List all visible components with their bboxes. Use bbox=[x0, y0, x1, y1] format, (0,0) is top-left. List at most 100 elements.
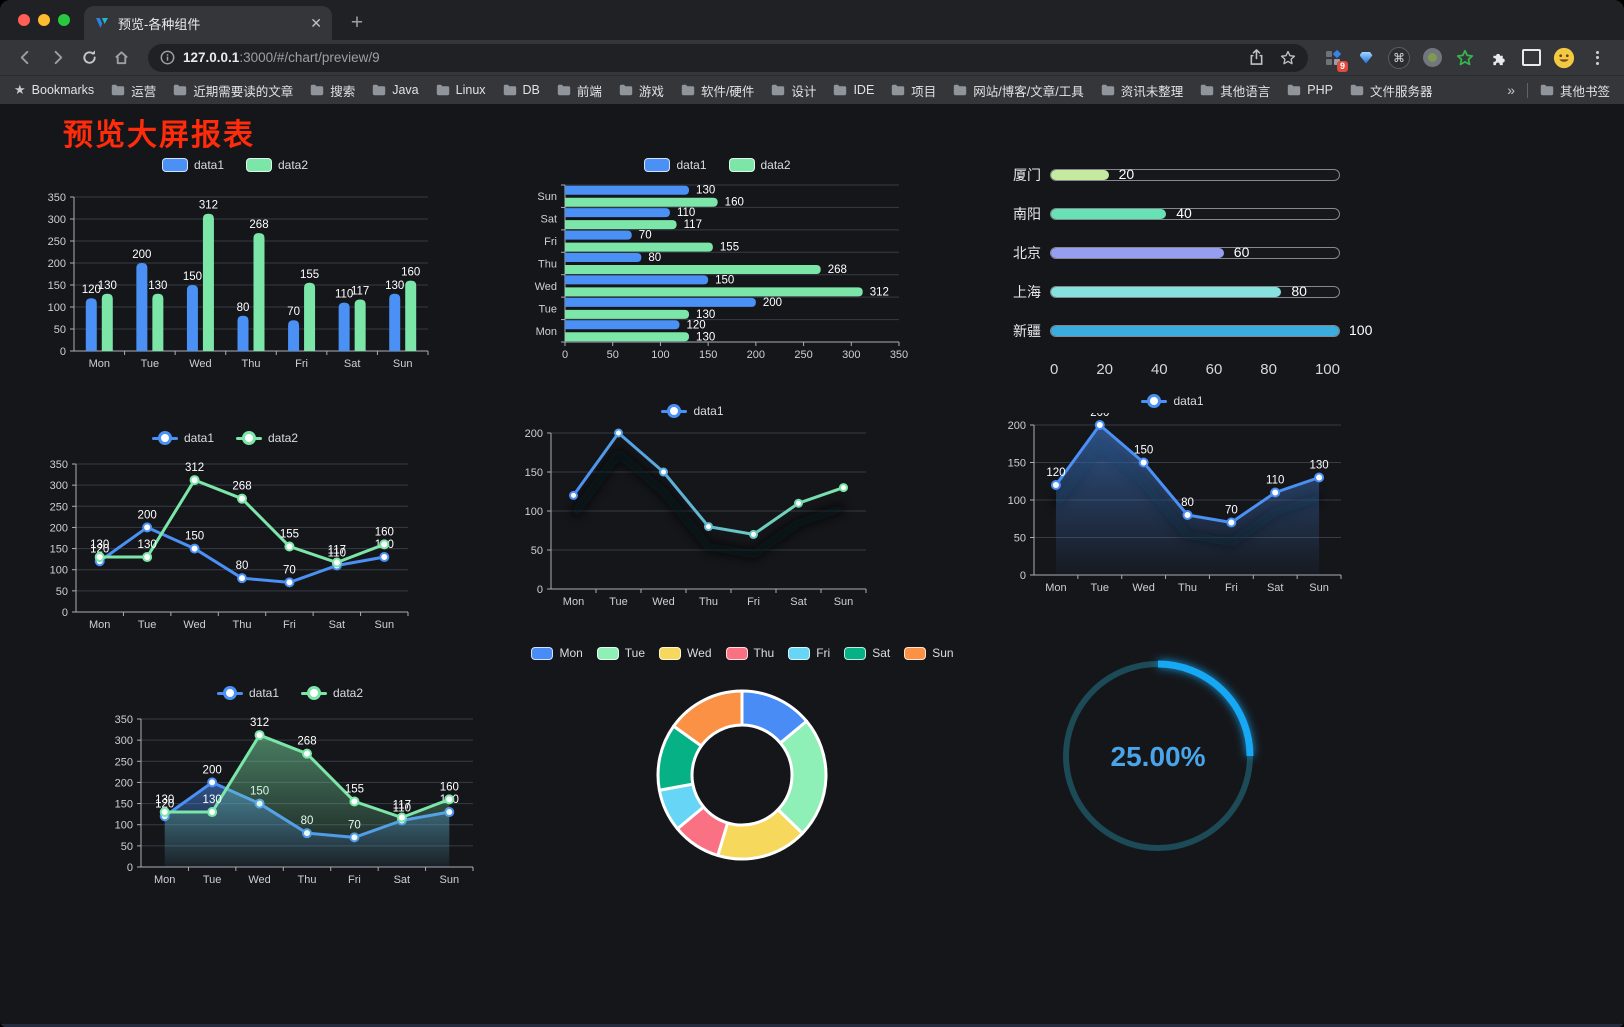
legend-item[interactable]: data1 bbox=[1141, 394, 1204, 408]
legend-item[interactable]: Sun bbox=[904, 646, 954, 660]
extension-command-icon[interactable]: ⌘ bbox=[1388, 46, 1410, 69]
svg-text:Thu: Thu bbox=[1178, 582, 1197, 594]
bookmark-folder[interactable]: IDE bbox=[833, 83, 874, 97]
bookmarks-overflow-chevron[interactable]: » bbox=[1507, 82, 1515, 98]
tab-panel-icon[interactable] bbox=[1520, 47, 1542, 69]
gradient-line-chart[interactable]: data1 0 50 100 150 200 Mon Tue Wed Thu Fri Sat Sun bbox=[505, 399, 880, 622]
gauge-chart[interactable]: 25.00% bbox=[1048, 646, 1268, 871]
bookmark-folder[interactable]: 前端 bbox=[557, 81, 602, 100]
bookmark-folder[interactable]: Java bbox=[372, 83, 419, 97]
bookmark-folder[interactable]: 运营 bbox=[111, 81, 156, 100]
home-icon[interactable] bbox=[108, 45, 134, 71]
bookmark-folder[interactable]: 文件服务器 bbox=[1350, 81, 1432, 100]
svg-text:Wed: Wed bbox=[1132, 582, 1154, 594]
progress-row[interactable]: 厦门 20 bbox=[995, 165, 1370, 185]
legend-item[interactable]: data1 bbox=[151, 431, 214, 445]
progress-bar-chart[interactable]: 厦门 20 南阳 40 北京 60 上海 80 新疆 100 0 20 40 60 80 100 bbox=[995, 153, 1372, 378]
bookmark-folder[interactable]: 搜索 bbox=[310, 81, 355, 100]
progress-row[interactable]: 新疆 100 bbox=[995, 321, 1372, 341]
two-series-line-chart[interactable]: data1 data2 0 50 100 150 200 250 300 350 Mon Tue Wed… bbox=[30, 426, 420, 643]
legend-item[interactable]: Sat bbox=[844, 646, 890, 660]
extension-record-icon[interactable] bbox=[1421, 47, 1443, 69]
svg-text:110: 110 bbox=[328, 547, 346, 559]
legend-swatch bbox=[728, 158, 755, 172]
legend-item[interactable]: Tue bbox=[596, 646, 645, 660]
progress-row[interactable]: 北京 60 bbox=[995, 243, 1370, 263]
horizontal-bar-chart[interactable]: data1 data2 0 50 100 150 200 250 300 350 Mon 120 130… bbox=[520, 153, 915, 373]
legend-item[interactable]: data2 bbox=[301, 686, 363, 700]
legend-item[interactable]: Mon bbox=[531, 646, 583, 660]
folder-icon bbox=[503, 84, 516, 96]
new-tab-button[interactable]: + bbox=[350, 11, 364, 34]
bookmark-folder[interactable]: 设计 bbox=[771, 81, 816, 100]
svg-text:80: 80 bbox=[1181, 497, 1194, 509]
bar bbox=[565, 208, 670, 218]
svg-text:0: 0 bbox=[60, 346, 66, 358]
data-point bbox=[254, 730, 265, 741]
legend-item[interactable]: Wed bbox=[659, 646, 712, 660]
extension-diamond-icon[interactable] bbox=[1355, 47, 1377, 69]
legend-item[interactable]: data1 bbox=[161, 158, 224, 172]
menu-dots-icon[interactable] bbox=[1586, 47, 1608, 69]
bookmark-folder[interactable]: PHP bbox=[1287, 83, 1333, 97]
svg-text:70: 70 bbox=[287, 306, 300, 318]
extension-star-icon[interactable] bbox=[1454, 47, 1476, 69]
back-icon[interactable] bbox=[12, 45, 38, 71]
legend-swatch bbox=[161, 158, 188, 172]
bookmark-folder[interactable]: 项目 bbox=[891, 81, 936, 100]
bookmark-folder[interactable]: Linux bbox=[436, 83, 486, 97]
browser-tab[interactable]: 预览-各种组件 ✕ bbox=[84, 6, 332, 40]
legend-item[interactable]: data1 bbox=[216, 686, 279, 700]
svg-text:155: 155 bbox=[720, 242, 739, 254]
donut-pie-chart[interactable]: Mon Tue Wed Thu Fri Sat Sun bbox=[531, 641, 954, 895]
bookmarks-manager[interactable]: ★ Bookmarks bbox=[14, 82, 94, 98]
extension-grid-icon[interactable]: 9 bbox=[1322, 47, 1348, 72]
pie-slice[interactable] bbox=[672, 689, 744, 748]
grouped-bar-chart[interactable]: data1 data2 0 50 100 150 200 250 300 350 Mon Tue Wed… bbox=[30, 153, 440, 374]
legend-item[interactable]: data2 bbox=[236, 431, 298, 445]
page-title: 预览大屏报表 bbox=[63, 119, 255, 152]
address-bar[interactable]: 127.0.0.1:3000/#/chart/preview/9 bbox=[148, 43, 1308, 72]
legend-item[interactable]: Thu bbox=[725, 646, 774, 660]
legend-item[interactable]: data1 bbox=[644, 158, 707, 172]
svg-text:Tue: Tue bbox=[609, 596, 628, 608]
progress-row[interactable]: 上海 80 bbox=[995, 282, 1370, 302]
legend-item[interactable]: data2 bbox=[246, 158, 308, 172]
profile-avatar[interactable] bbox=[1553, 47, 1575, 69]
url-text[interactable]: 127.0.0.1:3000/#/chart/preview/9 bbox=[183, 50, 1249, 65]
svg-text:268: 268 bbox=[232, 481, 251, 493]
window-zoom-button[interactable] bbox=[58, 14, 70, 26]
bookmark-folder[interactable]: 其他语言 bbox=[1200, 81, 1270, 100]
bookmark-folder[interactable]: 游戏 bbox=[619, 81, 664, 100]
data-point bbox=[839, 483, 848, 493]
window-close-button[interactable] bbox=[18, 14, 30, 26]
legend-item[interactable]: Fri bbox=[788, 646, 830, 660]
svg-text:200: 200 bbox=[50, 522, 68, 534]
data-point bbox=[794, 498, 803, 508]
reload-icon[interactable] bbox=[76, 45, 102, 71]
bookmark-folder[interactable]: 网站/博客/文章/工具 bbox=[953, 81, 1084, 100]
svg-text:160: 160 bbox=[725, 197, 744, 209]
svg-text:Tue: Tue bbox=[1091, 582, 1110, 594]
page-info-icon[interactable] bbox=[160, 50, 175, 65]
two-series-area-chart[interactable]: data1 data2 0 50 100 150 200 250 300 350 Mon Tue Wed… bbox=[95, 681, 485, 898]
bookmark-folder[interactable]: 软件/硬件 bbox=[681, 81, 754, 100]
bookmark-star-icon[interactable] bbox=[1280, 50, 1296, 66]
extensions-puzzle-icon[interactable] bbox=[1487, 47, 1509, 69]
area-line-chart[interactable]: data1 0 50 100 150 200 Mon Tue Wed Thu Fri Sat Sun 12… bbox=[990, 389, 1355, 606]
bookmark-folder[interactable]: 资讯未整理 bbox=[1101, 81, 1183, 100]
bookmark-folder[interactable]: DB bbox=[503, 83, 540, 97]
legend-item[interactable]: data2 bbox=[728, 158, 791, 172]
tab-close-icon[interactable]: ✕ bbox=[310, 14, 322, 31]
forward-icon[interactable] bbox=[44, 45, 70, 71]
folder-icon bbox=[892, 84, 905, 96]
window-minimize-button[interactable] bbox=[38, 14, 50, 26]
share-icon[interactable] bbox=[1249, 49, 1264, 66]
bookmark-folder[interactable]: 近期需要读的文章 bbox=[173, 81, 293, 100]
other-bookmarks[interactable]: 其他书签 bbox=[1540, 81, 1610, 100]
progress-row[interactable]: 南阳 40 bbox=[995, 204, 1370, 224]
svg-text:300: 300 bbox=[842, 349, 860, 361]
legend-item[interactable]: data1 bbox=[661, 404, 724, 418]
progress-track: 40 bbox=[1050, 205, 1340, 221]
bar bbox=[338, 302, 350, 351]
